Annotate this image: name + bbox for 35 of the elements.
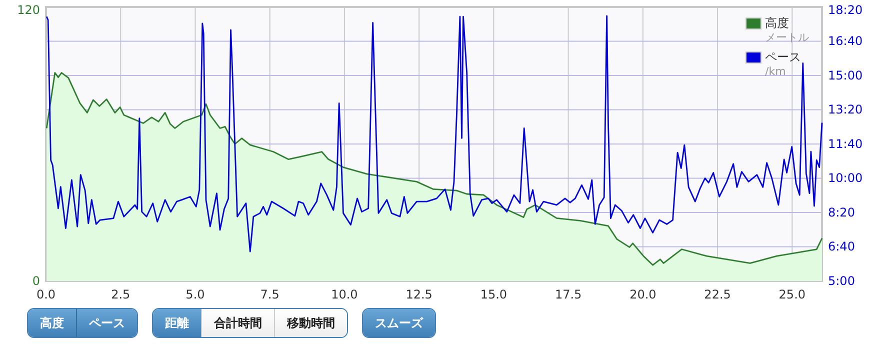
y2-tick-label: 15:00 [828,68,863,82]
y2-tick-label: 8:20 [828,205,855,220]
legend-label: ペース [765,50,801,64]
line-series [46,15,823,252]
toggle-button[interactable]: スムーズ [363,309,435,337]
annotation: メートル [765,31,809,44]
button-group[interactable]: 距離 合計時間 移動時間 [152,308,348,338]
y-tick-label: 120 [17,3,40,18]
legend-label: 高度 [765,16,789,30]
y2-tick-label: 6:40 [828,240,855,254]
toggle-button[interactable]: ペース [76,309,137,337]
x-tick-label: 17.5 [554,288,582,302]
y2-tick-label: 5:00 [828,274,855,288]
y2-tick-label: 10:00 [828,171,863,186]
toggle-button[interactable]: 合計時間 [201,309,274,337]
x-tick-label: 25.0 [778,288,806,302]
y2-tick-label: 16:40 [828,34,863,48]
annotation: /km [765,65,786,78]
x-tick-label: 15.0 [480,288,508,302]
y-tick-label: 0 [32,274,40,288]
toggle-button[interactable]: 距離 [153,309,201,337]
x-tick-label: 5.0 [186,288,205,302]
y2-tick-label: 18:20 [828,3,863,18]
toggle-button[interactable]: 移動時間 [274,309,347,337]
x-tick-label: 22.5 [704,288,731,302]
x-tick-label: 7.5 [260,288,280,302]
x-tick-label: 0.0 [36,288,56,302]
button-group[interactable]: 高度 ペース [27,308,138,338]
x-tick-label: 10.0 [331,288,358,302]
y2-tick-label: 11:40 [828,136,863,151]
x-tick-label: 20.0 [630,288,656,302]
toggle-button[interactable]: 高度 [28,309,76,337]
x-tick-label: 2.5 [111,288,130,302]
y2-tick-label: 13:20 [828,102,863,117]
x-tick-label: 12.5 [406,288,432,302]
